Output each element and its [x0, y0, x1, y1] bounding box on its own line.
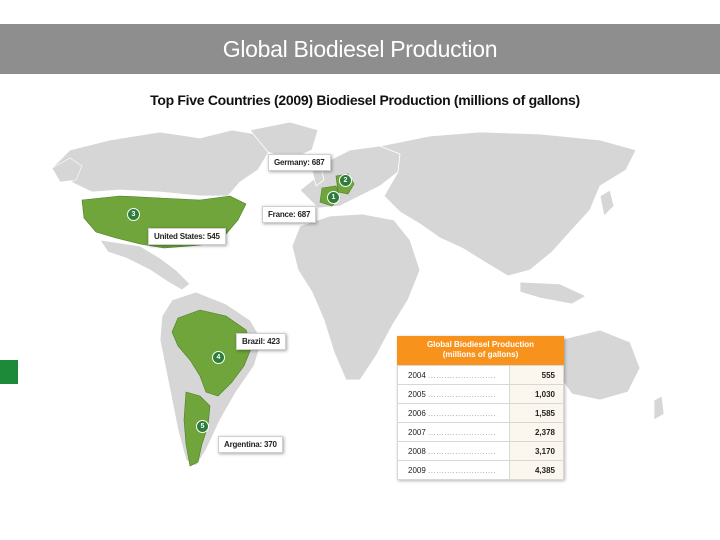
- production-table: Global Biodiesel Production (millions of…: [397, 336, 564, 480]
- value-cell: 1,030: [509, 384, 564, 404]
- year-cell: 2004: [408, 370, 426, 380]
- leader-dots: .........................: [428, 427, 497, 437]
- table-row: 2005 ......................... 1,030: [397, 384, 564, 404]
- year-cell: 2009: [408, 465, 426, 475]
- table-row: 2004 ......................... 555: [397, 365, 564, 385]
- value-cell: 2,378: [509, 422, 564, 442]
- leader-dots: .........................: [428, 465, 497, 475]
- slide-marker: [0, 360, 18, 384]
- table-subtitle: (millions of gallons): [442, 350, 519, 359]
- land-north-america-north: [51, 129, 271, 197]
- table-row: 2008 ......................... 3,170: [397, 441, 564, 461]
- land-southeast-asia: [519, 281, 587, 305]
- table-title: Global Biodiesel Production: [426, 340, 535, 349]
- country-brazil: [171, 309, 253, 397]
- year-cell: 2008: [408, 446, 426, 456]
- leader-dots: .........................: [428, 389, 497, 399]
- leader-dots: .........................: [428, 370, 497, 380]
- value-cell: 1,585: [509, 403, 564, 423]
- rank-badge-united-states: 3: [127, 208, 140, 221]
- rank-badge-argentina: 5: [196, 420, 209, 433]
- rank-badge-brazil: 4: [212, 351, 225, 364]
- leader-dots: .........................: [428, 446, 497, 456]
- rank-badge-france: 1: [327, 191, 340, 204]
- land-africa: [291, 213, 421, 381]
- table-row: 2006 ......................... 1,585: [397, 403, 564, 423]
- year-cell: 2007: [408, 427, 426, 437]
- value-cell: 4,385: [509, 460, 564, 480]
- callout-germany: Germany: 687: [268, 154, 331, 171]
- value-cell: 3,170: [509, 441, 564, 461]
- country-alaska: [51, 157, 83, 183]
- year-cell: 2005: [408, 389, 426, 399]
- callout-united-states: United States: 545: [148, 228, 226, 245]
- callout-brazil: Brazil: 423: [236, 333, 286, 350]
- year-cell: 2006: [408, 408, 426, 418]
- production-table-body: 2004 ......................... 555 2005 …: [397, 365, 564, 480]
- callout-argentina: Argentina: 370: [218, 436, 283, 453]
- land-new-zealand: [653, 395, 665, 421]
- land-asia: [378, 131, 637, 277]
- header-band: [0, 24, 720, 74]
- callout-france: France: 687: [262, 206, 317, 223]
- production-table-header: Global Biodiesel Production (millions of…: [397, 336, 564, 365]
- map-subtitle: Top Five Countries (2009) Biodiesel Prod…: [150, 92, 580, 108]
- land-greenland: [249, 121, 319, 161]
- land-australia: [555, 329, 641, 401]
- table-row: 2009 ......................... 4,385: [397, 460, 564, 480]
- value-cell: 555: [509, 365, 564, 385]
- land-central-america: [99, 239, 191, 291]
- table-row: 2007 ......................... 2,378: [397, 422, 564, 442]
- land-japan: [599, 189, 615, 217]
- leader-dots: .........................: [428, 408, 497, 418]
- rank-badge-germany: 2: [339, 174, 352, 187]
- page-title: Global Biodiesel Production: [222, 36, 498, 62]
